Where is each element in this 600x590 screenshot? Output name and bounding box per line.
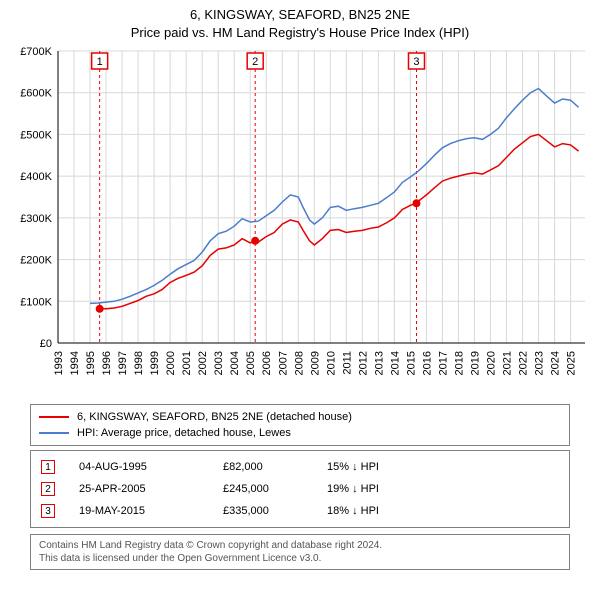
marker-number: 3 <box>413 56 419 68</box>
sale-diff: 18% ↓ HPI <box>327 505 379 517</box>
legend-row: 6, KINGSWAY, SEAFORD, BN25 2NE (detached… <box>39 409 561 425</box>
line-chart-svg: £0 £100K £200K £300K £400K £500K £600K £700K 199… <box>10 43 590 398</box>
x-tick-label: 2014 <box>389 351 401 375</box>
x-tick-label: 2010 <box>325 351 337 375</box>
sale-row: 2 25-APR-2005 £245,000 19% ↓ HPI <box>41 478 559 500</box>
x-tick-label: 2023 <box>534 351 546 375</box>
sale-diff: 19% ↓ HPI <box>327 483 379 495</box>
x-tick-label: 2019 <box>469 351 481 375</box>
footer-line-1: Contains HM Land Registry data © Crown c… <box>39 539 561 552</box>
y-tick-label: £600K <box>20 88 52 100</box>
x-tick-label: 2005 <box>245 351 257 375</box>
legend-swatch <box>39 416 69 418</box>
sale-date: 19-MAY-2015 <box>79 505 199 517</box>
x-tick-label: 1996 <box>101 351 113 375</box>
y-tick-label: £200K <box>20 255 52 267</box>
x-tick-label: 2013 <box>373 351 385 375</box>
sales-box: 1 04-AUG-1995 £82,000 15% ↓ HPI 2 25-APR-2005… <box>30 450 570 528</box>
x-tick-label: 2020 <box>485 351 497 375</box>
legend-box: 6, KINGSWAY, SEAFORD, BN25 2NE (detached… <box>30 404 570 446</box>
x-tick-label: 2011 <box>341 351 353 375</box>
x-tick-label: 2015 <box>405 351 417 375</box>
x-tick-label: 2001 <box>181 351 193 375</box>
chart-area: £0 £100K £200K £300K £400K £500K £600K £700K 199… <box>10 43 590 398</box>
sale-point <box>251 237 259 245</box>
x-tick-label: 2024 <box>550 351 562 375</box>
x-tick-label: 2022 <box>518 351 530 375</box>
x-tick-label: 1999 <box>149 351 161 375</box>
y-tick-label: £400K <box>20 171 52 183</box>
x-tick-label: 2018 <box>453 351 465 375</box>
x-tick-label: 2021 <box>502 351 514 375</box>
x-tick-label: 2016 <box>421 351 433 375</box>
x-tick-label: 1998 <box>133 351 145 375</box>
sale-price: £245,000 <box>223 483 303 495</box>
sale-diff: 15% ↓ HPI <box>327 461 379 473</box>
sale-point <box>96 305 104 313</box>
x-tick-label: 1997 <box>117 351 129 375</box>
legend-label: 6, KINGSWAY, SEAFORD, BN25 2NE (detached… <box>77 411 352 423</box>
x-tick-label: 2025 <box>566 351 578 375</box>
chart-title-block: 6, KINGSWAY, SEAFORD, BN25 2NE Price pai… <box>0 0 600 43</box>
x-tick-label: 2004 <box>229 351 241 375</box>
sale-price: £335,000 <box>223 505 303 517</box>
legend-label: HPI: Average price, detached house, Lewe… <box>77 427 291 439</box>
y-tick-label: £700K <box>20 46 52 58</box>
x-tick-label: 2007 <box>277 351 289 375</box>
title-line-1: 6, KINGSWAY, SEAFORD, BN25 2NE <box>0 6 600 24</box>
x-tick-label: 1994 <box>69 351 81 375</box>
footer-attribution: Contains HM Land Registry data © Crown c… <box>30 534 570 570</box>
sale-row: 3 19-MAY-2015 £335,000 18% ↓ HPI <box>41 500 559 522</box>
x-tick-label: 2009 <box>309 351 321 375</box>
sale-date: 04-AUG-1995 <box>79 461 199 473</box>
x-tick-label: 2017 <box>437 351 449 375</box>
x-tick-label: 2012 <box>357 351 369 375</box>
legend-row: HPI: Average price, detached house, Lewe… <box>39 425 561 441</box>
sale-date: 25-APR-2005 <box>79 483 199 495</box>
y-tick-label: £100K <box>20 296 52 308</box>
x-tick-label: 2003 <box>213 351 225 375</box>
legend-swatch <box>39 432 69 434</box>
sale-price: £82,000 <box>223 461 303 473</box>
x-tick-label: 2000 <box>165 351 177 375</box>
sale-marker: 2 <box>41 482 55 496</box>
footer-line-2: This data is licensed under the Open Gov… <box>39 552 561 565</box>
x-tick-label: 1993 <box>53 351 65 375</box>
sale-marker: 3 <box>41 504 55 518</box>
x-tick-label: 2008 <box>293 351 305 375</box>
x-tick-label: 2002 <box>197 351 209 375</box>
marker-number: 2 <box>252 56 258 68</box>
y-tick-label: £300K <box>20 213 52 225</box>
marker-number: 1 <box>97 56 103 68</box>
y-tick-label: £0 <box>40 338 52 350</box>
title-line-2: Price paid vs. HM Land Registry's House … <box>0 24 600 42</box>
y-tick-label: £500K <box>20 130 52 142</box>
sale-marker: 1 <box>41 460 55 474</box>
sale-row: 1 04-AUG-1995 £82,000 15% ↓ HPI <box>41 456 559 478</box>
x-tick-label: 2006 <box>261 351 273 375</box>
x-tick-label: 1995 <box>85 351 97 375</box>
sale-point <box>412 199 420 207</box>
